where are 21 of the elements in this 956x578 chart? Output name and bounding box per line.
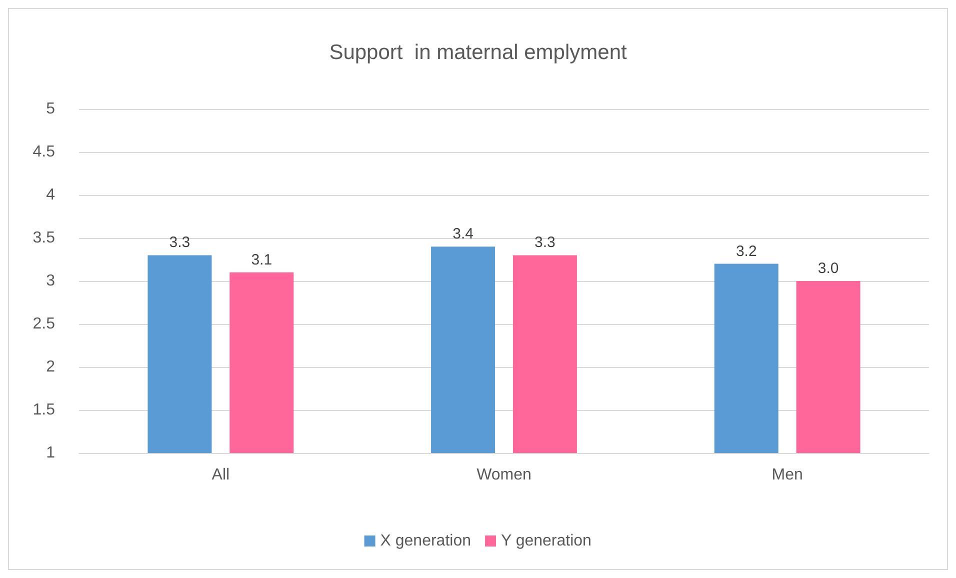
data-label: 3.1 (251, 251, 272, 268)
data-label: 3.3 (534, 234, 556, 252)
y-tick-label: 1.5 (32, 402, 56, 418)
data-label: 3.0 (818, 260, 839, 277)
x-tick-label: All (212, 466, 230, 484)
data-label: 3.2 (736, 242, 757, 260)
legend-label: Y generation (501, 532, 592, 550)
data-label: 3.4 (452, 226, 474, 243)
y-tick-label: 2.5 (32, 316, 56, 332)
legend-label: X generation (380, 532, 471, 550)
y-tick-label: 1 (46, 444, 56, 462)
y-tick-label: 3 (46, 272, 56, 290)
data-label: 3.3 (169, 234, 190, 252)
y-tick-label: 5 (46, 100, 56, 118)
x-tick-label: Men (772, 466, 803, 484)
x-tick-label: Women (476, 466, 532, 484)
y-tick-label: 2 (46, 358, 56, 376)
chart-title: Support in maternal emplyment (329, 41, 627, 64)
y-tick-label: 3.5 (32, 230, 56, 246)
y-tick-label: 4.5 (32, 144, 56, 160)
y-tick-label: 4 (46, 186, 56, 204)
